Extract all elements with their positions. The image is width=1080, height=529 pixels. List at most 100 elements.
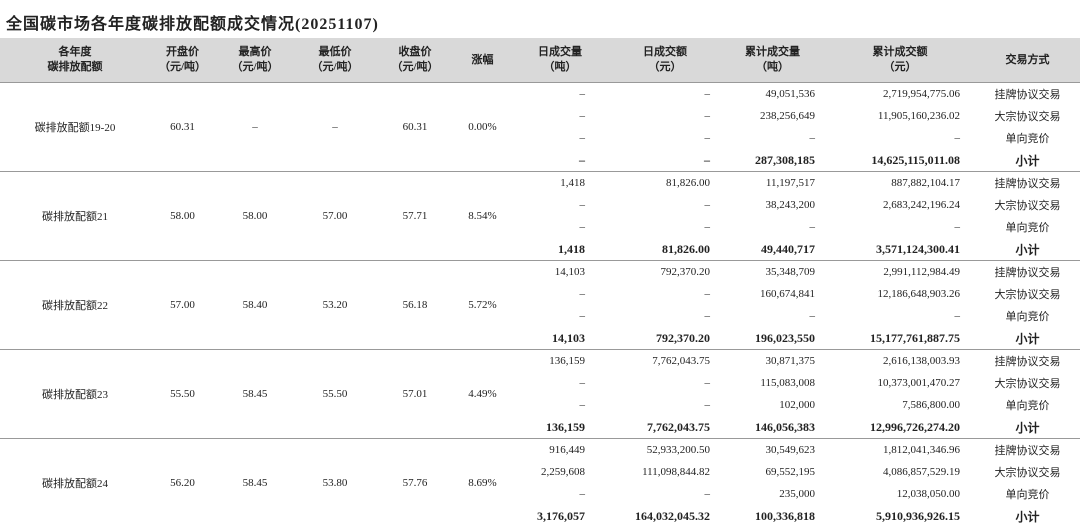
- value-cell: –: [704, 221, 711, 233]
- value-cell: –: [809, 310, 816, 322]
- value-cell: 12,038,050.00: [896, 488, 960, 500]
- group-cell: 55.50: [295, 349, 375, 439]
- group-cell: –: [215, 82, 295, 172]
- value-cell: 15,177,761,887.75: [870, 330, 960, 345]
- header-line: （元/吨）: [158, 61, 207, 73]
- header-line: 各年度: [58, 46, 92, 58]
- header-line: 开盘价: [166, 46, 199, 58]
- value-cell: –: [579, 310, 586, 322]
- group-cell: 57.76: [375, 438, 455, 527]
- table-title: 全国碳市场各年度碳排放配额成交情况(20251107): [6, 16, 379, 33]
- value-cell: 30,549,623: [720, 438, 825, 461]
- header-cell: 日成交量 （吨）: [510, 38, 610, 83]
- header-cell: 涨幅: [455, 38, 510, 83]
- value-cell: 单向竞价: [1005, 133, 1050, 145]
- table-row: – – 160,674,841 12,186,648,903.26 大宗协议交易: [0, 283, 1080, 305]
- table-row: – – – – 单向竞价: [0, 216, 1080, 238]
- group-cell: 4.49%: [455, 349, 510, 439]
- group-cell: 8.54%: [455, 171, 510, 261]
- header-line: （元/吨）: [391, 61, 439, 73]
- value-cell: 102,000: [779, 399, 815, 411]
- value-cell: 238,256,649: [760, 110, 815, 122]
- group-cell: 53.20: [295, 260, 375, 350]
- header-line: （元/吨）: [311, 61, 359, 73]
- header-line: 交易方式: [1005, 53, 1050, 66]
- table-row: – – 238,256,649 11,905,160,236.02 大宗协议交易: [0, 105, 1080, 127]
- value-cell: 挂牌协议交易: [975, 260, 1080, 283]
- value-cell: –: [579, 199, 586, 211]
- value-cell: 单向竞价: [1005, 489, 1050, 501]
- header-line: 累计成交量: [745, 46, 800, 58]
- value-cell: –: [610, 82, 720, 105]
- header-line: 日成交额: [643, 46, 687, 58]
- header-line: 最高价: [238, 46, 272, 58]
- header-line: （元/吨）: [231, 61, 279, 73]
- value-cell: 35,348,709: [720, 260, 825, 283]
- header-cell: 交易方式: [975, 38, 1080, 83]
- value-cell: 挂牌协议交易: [975, 171, 1080, 194]
- value-cell: –: [704, 110, 711, 122]
- table-row: 碳排放配额24 56.20 58.45 53.80 57.76 8.69% 916,449 5…: [0, 438, 1080, 527]
- value-cell: 100,336,818: [755, 508, 815, 523]
- value-cell: 1,812,041,346.96: [825, 438, 975, 461]
- table-row: 碳排放配额21 58.00 58.00 57.00 57.71 8.54% 1,418 81,…: [0, 171, 1080, 261]
- value-cell: 115,083,008: [760, 377, 815, 389]
- value-cell: 大宗协议交易: [994, 111, 1061, 123]
- group-cell: 58.00: [215, 171, 295, 261]
- value-cell: 1,418: [510, 171, 610, 194]
- header-cell: 累计成交量 （吨）: [720, 38, 825, 83]
- header-line: （元）: [648, 61, 682, 73]
- value-cell: –: [579, 110, 586, 122]
- group-cell: 55.50: [150, 349, 215, 439]
- header-cell: 最低价 （元/吨）: [295, 38, 375, 83]
- value-cell: –: [704, 132, 711, 144]
- value-cell: 916,449: [510, 438, 610, 461]
- table-row: 碳排放配额22 57.00 58.40 53.20 56.18 5.72% 14,103 79…: [0, 260, 1080, 350]
- header-row: 各年度 碳排放配额 开盘价 （元/吨） 最高价 （元/吨） 最低价 （元/吨） 收盘价 （元/吨）…: [0, 38, 1080, 83]
- group-cell: 碳排放配额24: [0, 438, 150, 527]
- group-cell: 碳排放配额22: [0, 260, 150, 350]
- group-cell: 57.71: [375, 171, 455, 261]
- value-cell: 11,905,160,236.02: [877, 110, 960, 122]
- value-cell: –: [809, 132, 816, 144]
- value-cell: 5,910,936,926.15: [876, 508, 960, 523]
- value-cell: –: [809, 221, 816, 233]
- value-cell: 3,571,124,300.41: [876, 241, 960, 256]
- value-cell: –: [954, 221, 961, 233]
- value-cell: 12,996,726,274.20: [870, 419, 960, 434]
- value-cell: 792,370.20: [610, 260, 720, 283]
- value-cell: 1,418: [558, 241, 585, 256]
- header-line: 最低价: [318, 46, 352, 58]
- value-cell: 49,440,717: [761, 241, 815, 256]
- table-row: 136,159 7,762,043.75 146,056,383 12,996,726…: [0, 416, 1080, 439]
- header-line: （吨）: [756, 61, 789, 73]
- value-cell: 挂牌协议交易: [975, 349, 1080, 372]
- value-cell: 11,197,517: [720, 171, 825, 194]
- value-cell: 136,159: [546, 419, 585, 434]
- header-line: 碳排放配额: [47, 61, 103, 73]
- table-row: 3,176,057 164,032,045.32 100,336,818 5,910,…: [0, 505, 1080, 527]
- group-cell: 碳排放配额23: [0, 349, 150, 439]
- group-cell: 碳排放配额21: [0, 171, 150, 261]
- value-cell: –: [704, 399, 711, 411]
- table-row: – – 235,000 12,038,050.00 单向竞价: [0, 483, 1080, 505]
- group-cell: 56.18: [375, 260, 455, 350]
- value-cell: 792,370.20: [656, 330, 710, 345]
- header-cell: 最高价 （元/吨）: [215, 38, 295, 83]
- header-line: （元）: [883, 61, 917, 73]
- value-cell: 小计: [1015, 331, 1040, 346]
- value-cell: –: [579, 152, 585, 167]
- value-cell: –: [704, 488, 711, 500]
- value-cell: 2,719,954,775.06: [825, 82, 975, 105]
- group-cell: 60.31: [375, 82, 455, 172]
- group-cell: 60.31: [150, 82, 215, 172]
- value-cell: 38,243,200: [765, 199, 816, 211]
- value-cell: 7,762,043.75: [610, 349, 720, 372]
- header-cell: 各年度 碳排放配额: [0, 38, 150, 83]
- value-cell: 10,373,001,470.27: [877, 377, 961, 389]
- value-cell: 49,051,536: [720, 82, 825, 105]
- value-cell: –: [954, 310, 961, 322]
- value-cell: 69,552,195: [765, 466, 816, 478]
- value-cell: –: [579, 288, 586, 300]
